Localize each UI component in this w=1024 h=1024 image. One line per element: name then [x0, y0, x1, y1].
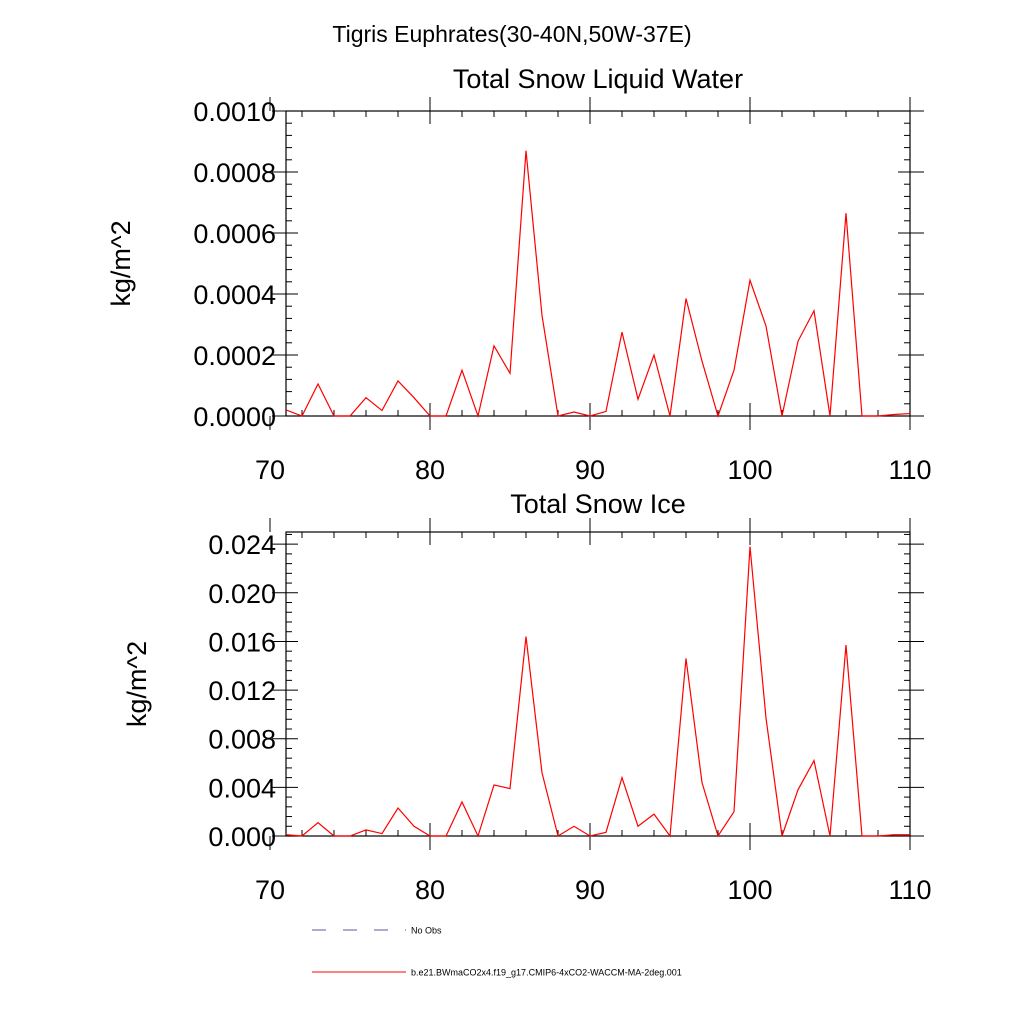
page-title: Tigris Euphrates(30-40N,50W-37E) [332, 21, 691, 47]
y-tick-label: 0.024 [208, 530, 276, 560]
chart-title: Total Snow Liquid Water [453, 64, 743, 94]
x-tick-label: 80 [415, 875, 445, 905]
legend: No Obs b.e21.BWmaCO2x4.f19_g17.CMIP6-4xCO… [312, 926, 682, 978]
legend-item: No Obs [312, 926, 442, 936]
chart-2: Total Snow Ice kg/m^2 70 80 90 100 110 0.000 0.0… [122, 489, 932, 905]
x-tick-label: 100 [727, 875, 772, 905]
y-tick-label: 0.0000 [193, 402, 276, 432]
y-tick-label: 0.016 [208, 627, 276, 657]
x-tick-label: 100 [727, 455, 772, 485]
plots: Total Snow Liquid Water kg/m^2 70 80 90 100 11… [106, 64, 932, 905]
y-tick-label: 0.012 [208, 676, 276, 706]
legend-item: b.e21.BWmaCO2x4.f19_g17.CMIP6-4xCO2-WACC… [312, 968, 682, 978]
y-tick-label: 0.020 [208, 579, 276, 609]
y-tick-label: 0.0006 [193, 219, 276, 249]
y-tick-label: 0.0010 [193, 97, 276, 127]
x-tick-label: 110 [888, 455, 931, 485]
series-line-1 [285, 546, 910, 838]
y-tick-label: 0.000 [208, 822, 276, 852]
chart-1: Total Snow Liquid Water kg/m^2 70 80 90 100 11… [106, 64, 932, 485]
x-tick-label: 70 [255, 455, 285, 485]
plot-frame [285, 531, 911, 837]
series-line-1 [285, 150, 911, 419]
legend-label: b.e21.BWmaCO2x4.f19_g17.CMIP6-4xCO2-WACC… [411, 968, 682, 978]
y-axis-label: kg/m^2 [106, 220, 136, 306]
y-tick-label: 0.008 [208, 725, 276, 755]
y-tick-label: 0.0002 [193, 341, 276, 371]
y-tick-label: 0.0004 [193, 280, 276, 310]
x-tick-label: 110 [888, 875, 931, 905]
y-tick-label: 0.0008 [193, 158, 276, 188]
x-tick-label: 90 [575, 875, 605, 905]
y-tick-label: 0.004 [208, 773, 276, 803]
legend-label: No Obs [411, 926, 442, 936]
chart-title: Total Snow Ice [510, 489, 686, 519]
x-tick-label: 70 [255, 875, 285, 905]
y-axis-label: kg/m^2 [122, 641, 152, 727]
x-tick-label: 80 [415, 455, 445, 485]
plot-frame [285, 110, 911, 417]
x-tick-label: 90 [575, 455, 605, 485]
